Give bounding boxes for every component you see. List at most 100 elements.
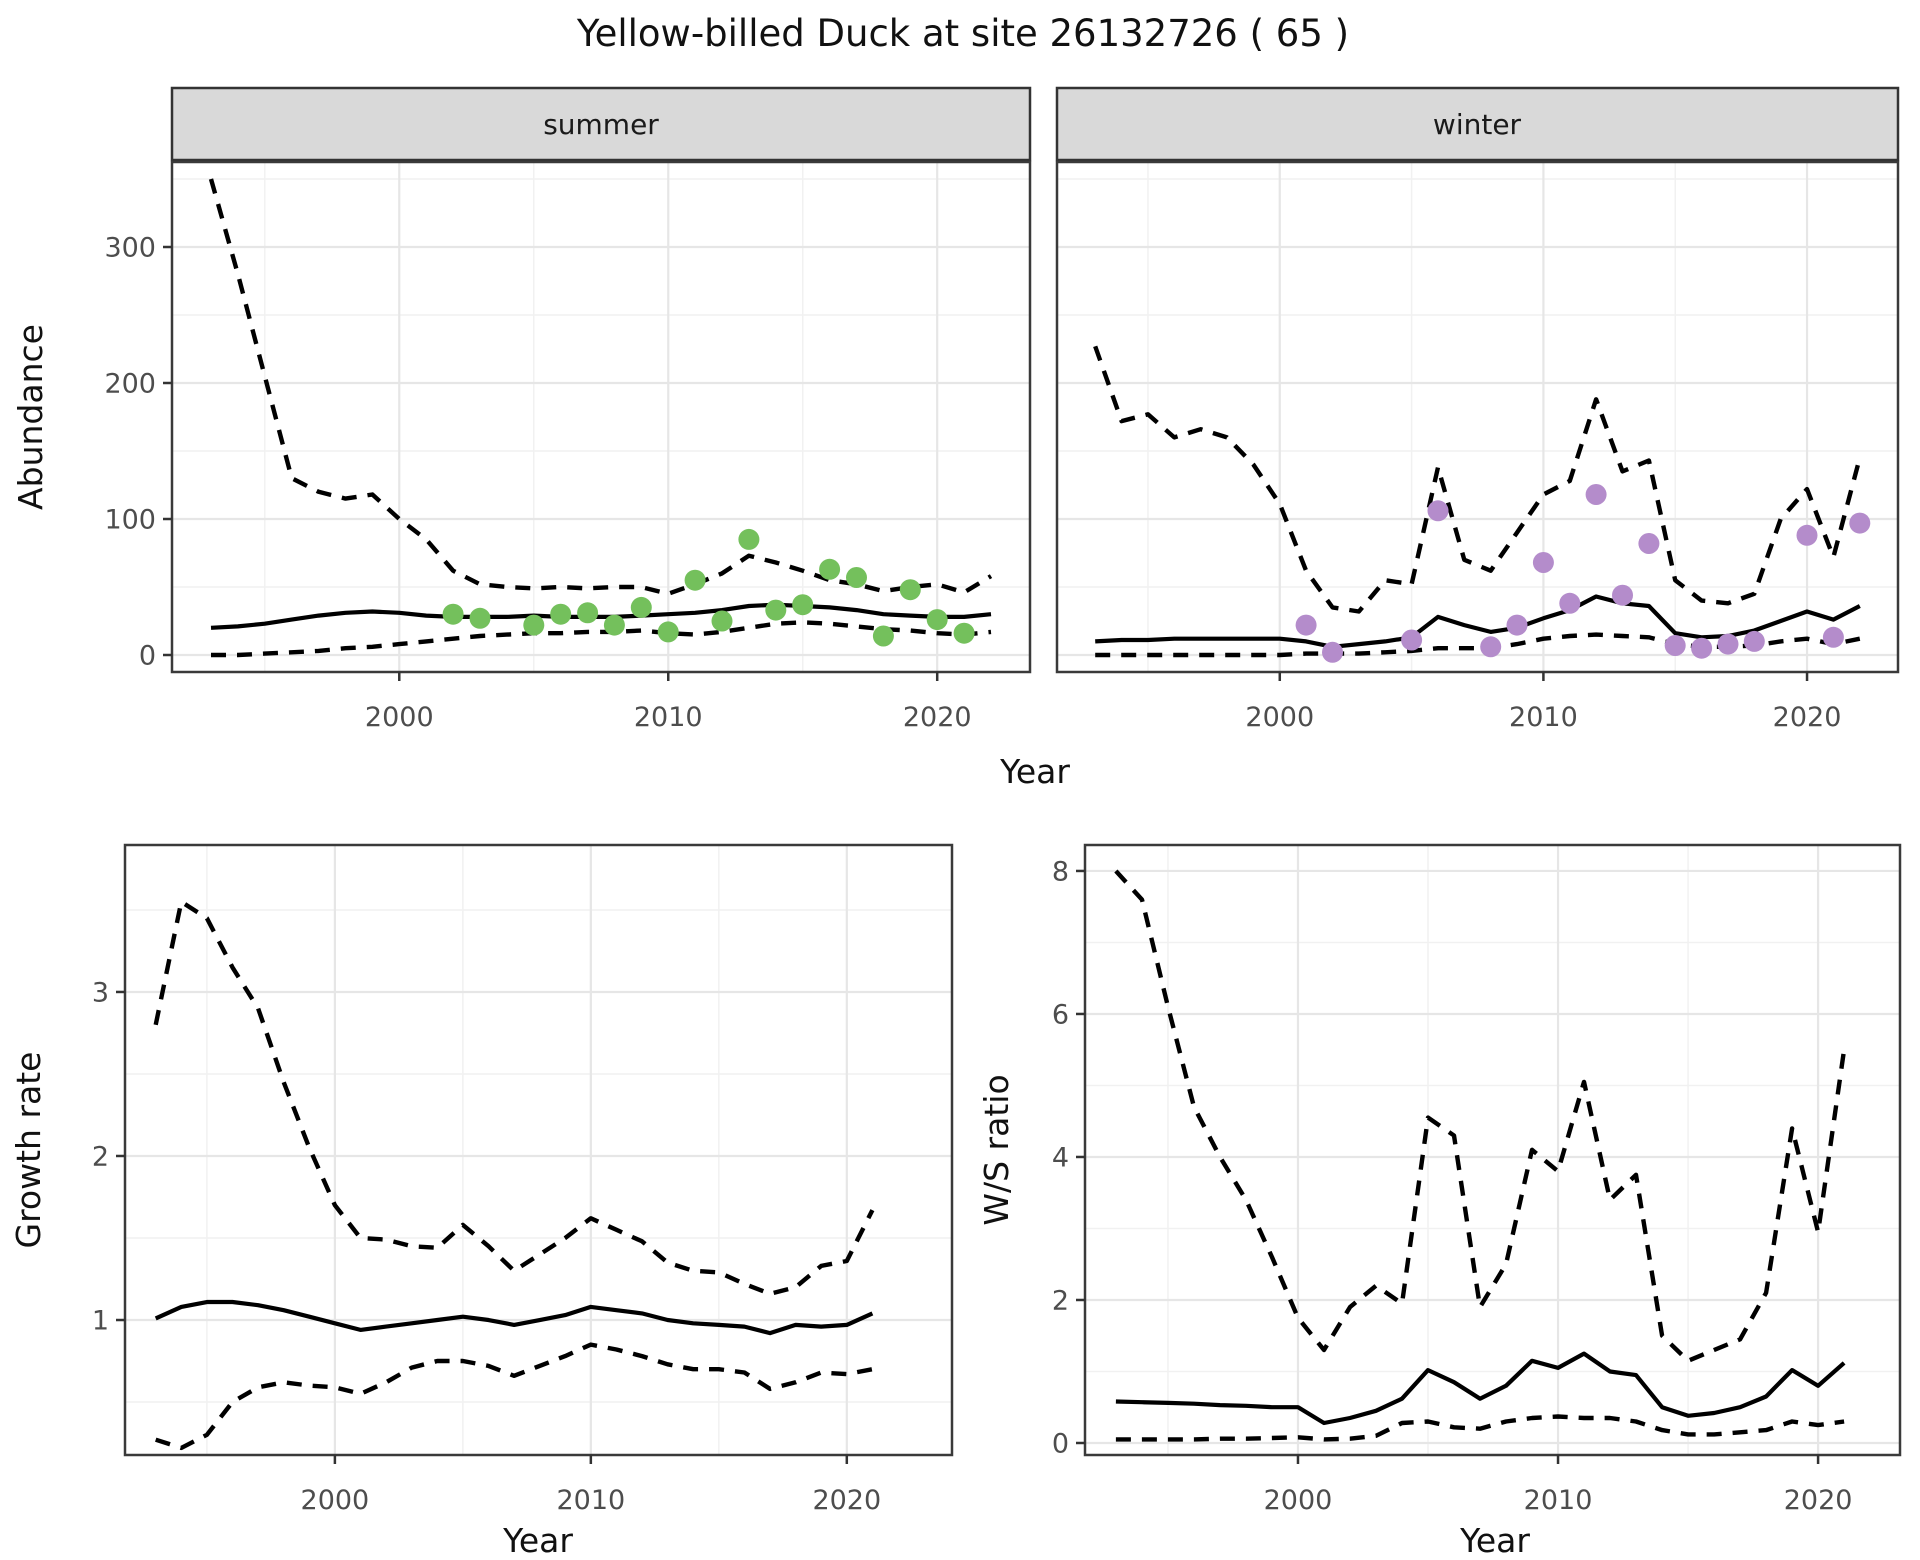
- x-tick-label: 2000: [1245, 702, 1314, 733]
- abundance-winter-background: [1057, 162, 1898, 672]
- y-tick-label: 6: [1052, 999, 1069, 1030]
- abundance-winter-border: [1055, 160, 1900, 674]
- facet-strip-winter-box: [1055, 86, 1900, 162]
- data-point: [846, 567, 867, 588]
- data-point: [657, 621, 679, 643]
- abundance-summer-median-line: [210, 602, 992, 630]
- data-point: [872, 625, 894, 647]
- panel-abundance-summer: 2000 2010 2020 0 100 200 300: [104, 160, 1032, 733]
- growth-x-axis-title: Year: [502, 1521, 573, 1560]
- y-tick-label: 8: [1052, 856, 1069, 887]
- y-tick-label: 2: [92, 1141, 109, 1172]
- top-x-axis-title: Year: [999, 752, 1070, 791]
- data-point: [1612, 584, 1633, 606]
- y-tick-label: 4: [1052, 1142, 1069, 1173]
- abundance-summer-background: [172, 162, 1030, 672]
- facet-strip-winter-label: winter: [1433, 108, 1522, 141]
- y-tick-label: 3: [92, 977, 109, 1008]
- data-point: [1295, 614, 1317, 636]
- growth-rate-background: [125, 845, 952, 1455]
- facet-strip-winter: winter: [1055, 86, 1900, 162]
- panel-ws-ratio: 2000 2010 2020 0 2 4 6 8: [1052, 843, 1902, 1516]
- x-tick-label: 2010: [556, 1485, 625, 1516]
- data-point: [1743, 630, 1765, 652]
- y-tick-label: 200: [104, 369, 156, 400]
- data-point: [603, 614, 625, 636]
- ws-ratio-upper_ci-line: [1114, 869, 1847, 1364]
- abundance-winter-upper_ci-line: [1093, 345, 1862, 614]
- data-point: [819, 558, 841, 580]
- y-tick-label: 100: [104, 505, 156, 536]
- abundance-summer-border: [170, 160, 1032, 674]
- y-tick-label: 0: [139, 641, 156, 672]
- ws-x-axis-title: Year: [1459, 1521, 1530, 1560]
- data-point: [1480, 636, 1502, 658]
- ws-ratio-median-line: [1115, 1351, 1846, 1426]
- y-tick-label: 300: [104, 233, 156, 264]
- panel-growth-rate: 2000 2010 2020 1 2 3: [92, 843, 954, 1516]
- data-point: [1401, 629, 1423, 651]
- ws-ratio-border: [1083, 843, 1902, 1457]
- x-tick-label: 2010: [634, 702, 703, 733]
- growth-rate-border: [123, 843, 954, 1457]
- x-tick-label: 2020: [1784, 1485, 1853, 1516]
- data-point: [577, 602, 599, 624]
- data-point: [792, 594, 814, 616]
- y-tick-label: 1: [92, 1306, 109, 1337]
- ws-ratio-lower_ci-line: [1115, 1414, 1845, 1442]
- abundance-winter-observed-winter-points: [1295, 484, 1871, 663]
- facet-strip-summer: summer: [170, 86, 1032, 162]
- data-point: [1796, 524, 1818, 546]
- data-point: [1822, 626, 1844, 648]
- x-tick-label: 2010: [1509, 702, 1578, 733]
- growth-rate-median-line: [154, 1299, 874, 1336]
- data-point: [1638, 533, 1660, 554]
- data-point: [1664, 635, 1686, 656]
- data-point: [899, 579, 921, 601]
- data-point: [630, 596, 652, 618]
- figure-title: Yellow-billed Duck at site 26132726 ( 65…: [576, 12, 1349, 55]
- data-point: [1506, 614, 1528, 636]
- data-point: [442, 603, 464, 625]
- growth-y-axis-title: Growth rate: [9, 1052, 48, 1249]
- data-point: [926, 609, 948, 631]
- data-point: [1849, 512, 1871, 534]
- data-point: [1322, 641, 1343, 663]
- abundance-summer-observed-summer-points: [442, 528, 975, 647]
- y-tick-label: 0: [1052, 1428, 1069, 1459]
- facet-strip-summer-label: summer: [543, 108, 659, 141]
- x-tick-label: 2000: [1264, 1485, 1333, 1516]
- abundance-y-axis-title: Abundance: [11, 324, 50, 510]
- data-point: [1585, 484, 1607, 505]
- data-point: [1717, 633, 1739, 655]
- abundance-summer-lower_ci-line: [211, 620, 992, 658]
- data-point: [1427, 500, 1449, 522]
- data-point: [469, 607, 491, 629]
- data-point: [684, 569, 706, 591]
- x-tick-label: 2020: [812, 1485, 881, 1516]
- data-point: [1559, 592, 1581, 614]
- x-tick-label: 2000: [301, 1485, 370, 1516]
- ws-y-axis-title: W/S ratio: [977, 1074, 1016, 1225]
- data-point: [765, 599, 787, 621]
- abundance-summer-upper_ci-line: [208, 178, 993, 596]
- facet-strip-summer-box: [170, 86, 1032, 162]
- data-point: [523, 614, 545, 636]
- x-tick-label: 2010: [1524, 1485, 1593, 1516]
- x-tick-label: 2020: [903, 702, 972, 733]
- growth-rate-lower_ci-line: [155, 1342, 873, 1451]
- data-point: [953, 622, 975, 644]
- ws-ratio-background: [1085, 845, 1900, 1455]
- growth-rate-upper_ci-line: [153, 899, 875, 1297]
- x-tick-label: 2020: [1773, 702, 1842, 733]
- data-point: [550, 603, 572, 625]
- x-tick-label: 2000: [365, 702, 434, 733]
- data-point: [1532, 552, 1554, 573]
- data-point: [1691, 637, 1713, 659]
- panel-abundance-winter: 2000 2010 2020: [1055, 160, 1900, 733]
- data-point: [738, 528, 760, 550]
- y-tick-label: 2: [1052, 1285, 1069, 1316]
- data-point: [711, 610, 733, 632]
